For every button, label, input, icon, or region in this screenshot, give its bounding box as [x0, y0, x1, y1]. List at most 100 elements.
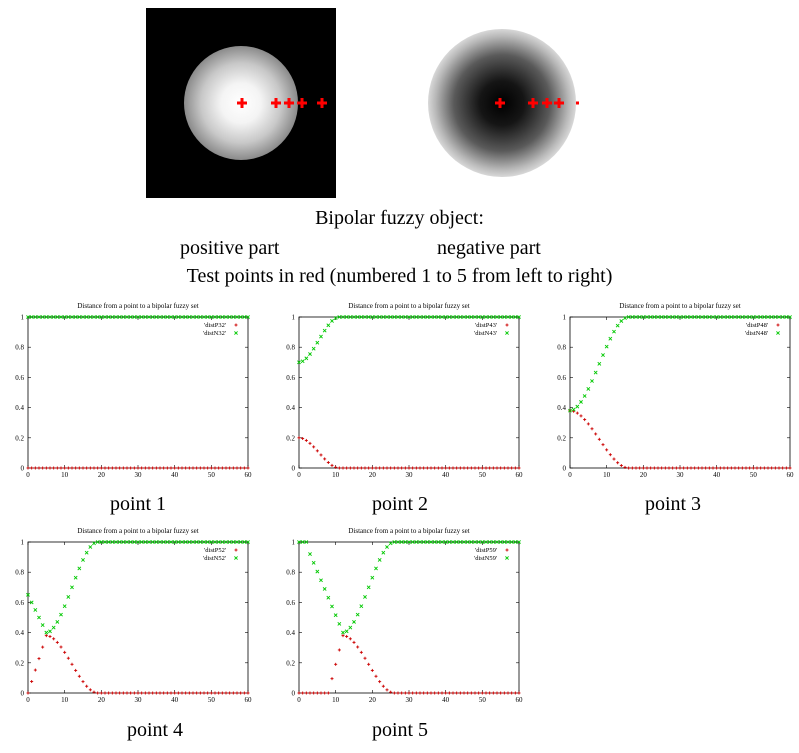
data-point: [323, 691, 327, 695]
data-point: [319, 453, 323, 457]
data-point: [81, 315, 85, 319]
data-point: [447, 315, 452, 319]
data-point: [85, 684, 89, 688]
data-point: [700, 315, 704, 319]
data-point: [656, 466, 660, 470]
data-point: [367, 662, 371, 666]
plot-point-5: Distance from a point to a bipolar fuzzy…: [271, 523, 535, 713]
data-point: [604, 344, 609, 349]
data-point: [517, 691, 521, 695]
data-point: [462, 691, 466, 695]
data-point: [202, 540, 206, 544]
data-point: [703, 315, 708, 319]
data-point: [84, 315, 89, 319]
data-point: [440, 315, 444, 319]
data-point: [33, 668, 37, 672]
data-point: [773, 315, 778, 319]
y-tick-label: 0.2: [286, 659, 295, 667]
data-point: [88, 688, 92, 692]
test-point-5: [576, 101, 579, 105]
data-point: [619, 319, 624, 323]
data-point: [392, 540, 397, 544]
data-point: [506, 691, 510, 695]
data-point: [451, 540, 455, 544]
data-point: [641, 466, 645, 470]
data-point: [429, 466, 433, 470]
data-point: [41, 645, 45, 649]
data-point: [63, 466, 67, 470]
data-point: [150, 540, 155, 544]
data-point: [751, 315, 756, 319]
data-point: [209, 315, 214, 319]
data-point: [476, 315, 481, 319]
data-point: [88, 466, 92, 470]
data-point: [678, 466, 682, 470]
y-tick-label: 0: [292, 465, 296, 473]
data-point: [33, 315, 38, 319]
data-point: [345, 466, 349, 470]
data-point: [103, 540, 107, 544]
data-point: [154, 466, 158, 470]
data-point: [158, 540, 162, 544]
data-point: [381, 466, 385, 470]
data-point: [176, 540, 181, 544]
y-tick-label: 0.6: [15, 374, 24, 382]
label-point-2: point 2: [371, 493, 429, 515]
data-point: [736, 315, 741, 319]
plot-point-2: Distance from a point to a bipolar fuzzy…: [271, 298, 535, 488]
data-point: [433, 691, 437, 695]
data-point: [440, 540, 444, 544]
data-point: [77, 566, 82, 571]
data-point: [377, 558, 382, 562]
data-point: [744, 466, 748, 470]
data-point: [685, 466, 689, 470]
data-point: [718, 315, 723, 319]
data-point: [176, 691, 180, 695]
data-point: [30, 680, 34, 684]
data-point: [231, 466, 235, 470]
data-point: [451, 691, 455, 695]
data-point: [476, 540, 481, 544]
data-point: [106, 540, 111, 544]
data-point: [235, 691, 239, 695]
data-point: [103, 315, 107, 319]
x-tick-label: 30: [406, 696, 414, 704]
legend-entry: 'distP48': [746, 322, 768, 329]
data-point: [400, 466, 404, 470]
data-point: [473, 540, 477, 544]
data-point: [425, 315, 430, 319]
data-point: [433, 466, 437, 470]
data-point: [740, 466, 744, 470]
x-tick-label: 0: [26, 471, 30, 479]
data-point: [194, 315, 199, 319]
data-point: [220, 540, 225, 544]
data-point: [363, 595, 367, 599]
data-point: [169, 466, 173, 470]
data-point: [502, 466, 506, 470]
test-point-3: [284, 98, 294, 108]
data-point: [571, 407, 576, 412]
data-point: [246, 691, 250, 695]
data-point: [48, 315, 52, 319]
data-point: [392, 466, 396, 470]
data-point: [132, 315, 137, 319]
data-point: [187, 540, 192, 544]
data-point: [198, 691, 202, 695]
data-point: [637, 315, 642, 319]
data-point: [29, 600, 34, 605]
data-point: [209, 691, 213, 695]
data-point: [777, 466, 781, 470]
data-point: [227, 540, 232, 544]
data-point: [48, 466, 52, 470]
data-point: [689, 466, 693, 470]
data-point: [498, 540, 503, 544]
data-point: [755, 315, 759, 319]
data-point: [92, 690, 96, 694]
data-point: [733, 466, 737, 470]
chart-title: Distance from a point to a bipolar fuzzy…: [348, 302, 469, 310]
data-point: [235, 540, 239, 544]
y-tick-label: 1: [563, 314, 567, 322]
data-point: [99, 466, 103, 470]
data-point: [308, 352, 312, 356]
data-point: [191, 315, 195, 319]
